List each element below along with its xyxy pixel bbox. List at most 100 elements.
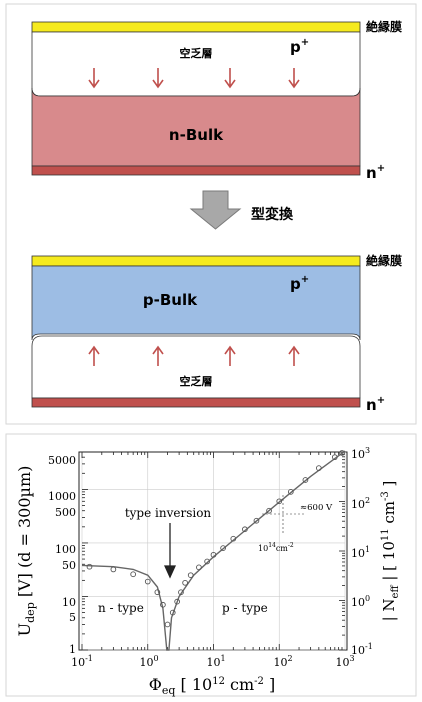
right-tick-base: 10 bbox=[351, 448, 365, 461]
bottom-depletion-label: 空乏層 bbox=[180, 374, 213, 388]
data-point bbox=[164, 621, 171, 628]
top-arrow-1 bbox=[88, 68, 100, 89]
x-axis-title-sub: eq bbox=[162, 684, 176, 697]
x-tick-label-1e0: 100 bbox=[139, 654, 158, 669]
x-tick-exp: -1 bbox=[85, 654, 93, 663]
plot-gridlines bbox=[81, 452, 346, 651]
data-point bbox=[315, 465, 322, 471]
top-p-plus-sup: + bbox=[301, 37, 309, 48]
left-tick-label-1: 1 bbox=[69, 643, 76, 656]
top-p-plus-label: p+ bbox=[290, 37, 309, 56]
left-axis-title: Udep [V] (d = 300µm) bbox=[15, 466, 37, 637]
right-tick-label-1e-1: 10-1 bbox=[351, 642, 373, 657]
right-tick-label-1e3: 103 bbox=[351, 446, 370, 461]
data-point bbox=[144, 578, 151, 585]
bottom-p-plus-sup: + bbox=[301, 274, 309, 285]
annotation-voltage: ≈600 V bbox=[300, 503, 333, 513]
top-p-plus-text: p bbox=[290, 38, 301, 56]
type-inversion-arrow-icon bbox=[163, 523, 177, 579]
left-tick-label-100: 100 bbox=[55, 543, 76, 556]
conversion-indicator: 型変換 bbox=[189, 190, 294, 230]
right-tick-base: 10 bbox=[351, 498, 365, 511]
x-axis-title-unit-exp: -2 bbox=[254, 676, 264, 687]
data-point bbox=[210, 551, 217, 558]
right-tick-exp: 1 bbox=[365, 545, 370, 554]
data-point bbox=[287, 489, 294, 495]
conversion-label: 型変換 bbox=[251, 206, 294, 223]
data-point bbox=[154, 589, 161, 596]
top-depletion-arrows bbox=[88, 68, 300, 89]
x-tick-exp: 1 bbox=[220, 654, 225, 663]
x-tick-exp: 0 bbox=[153, 654, 158, 663]
x-tick-base: 10 bbox=[71, 656, 85, 669]
left-axis-title-main: U bbox=[15, 623, 34, 636]
right-axis-title-main: | N bbox=[380, 598, 398, 621]
right-axis-title-unit-exp: -3 bbox=[380, 491, 391, 501]
annotation-fluence-unit-exp: -2 bbox=[288, 542, 294, 549]
right-axis-title-unit: cm bbox=[380, 501, 398, 528]
data-point bbox=[266, 507, 272, 514]
x-tick-base: 10 bbox=[139, 656, 153, 669]
x-axis-title: Φeq [ 1012 cm-2 ] bbox=[149, 675, 276, 697]
fit-curve bbox=[81, 450, 346, 651]
right-tick-exp: -1 bbox=[365, 642, 373, 651]
x-axis-title-rest: [ 10 bbox=[175, 675, 212, 694]
data-point bbox=[302, 477, 309, 483]
top-insulator-layer bbox=[31, 21, 361, 33]
data-point bbox=[220, 545, 226, 551]
conversion-arrow-icon bbox=[189, 190, 242, 230]
left-tick-label-500: 500 bbox=[55, 506, 76, 519]
right-tick-base: 10 bbox=[351, 547, 365, 560]
p-type-label: p - type bbox=[222, 601, 268, 615]
right-axis-title-rest: | [ 10 bbox=[380, 541, 398, 585]
top-arrow-2 bbox=[152, 68, 164, 89]
data-point bbox=[230, 535, 237, 542]
annotation-fluence: 1014cm-2 bbox=[258, 542, 294, 553]
left-tick-label-5000: 5000 bbox=[48, 454, 76, 467]
x-tick-label-1e3: 103 bbox=[335, 654, 354, 669]
right-axis-title-exp: 11 bbox=[380, 528, 391, 541]
annotation-fluence-exp: 14 bbox=[268, 542, 276, 549]
data-point bbox=[187, 572, 194, 579]
data-point bbox=[331, 454, 338, 461]
data-point bbox=[204, 558, 210, 565]
top-n-plus-layer bbox=[31, 165, 361, 176]
type-inversion-label: type inversion bbox=[125, 506, 212, 520]
x-tick-exp: 2 bbox=[287, 654, 292, 663]
top-insulator-label: 絶縁膜 bbox=[366, 19, 402, 34]
right-tick-exp: 0 bbox=[365, 594, 370, 603]
top-arrow-3 bbox=[224, 68, 236, 89]
right-axis-title-sub: eff bbox=[390, 585, 401, 599]
top-n-plus-sup: + bbox=[377, 163, 385, 174]
data-point bbox=[339, 450, 345, 456]
right-tick-label-1e0: 100 bbox=[351, 594, 370, 609]
bottom-depletion-region bbox=[31, 335, 361, 399]
bottom-n-plus-sup: + bbox=[377, 395, 385, 406]
x-axis-title-unit: cm bbox=[225, 675, 254, 694]
data-point bbox=[242, 526, 248, 533]
annotation-fluence-unit: cm bbox=[276, 544, 288, 553]
right-tick-label-1e2: 102 bbox=[351, 496, 370, 511]
top-n-bulk-region bbox=[31, 87, 361, 167]
right-axis-title: | Neff | [ 1011 cm-3 ] bbox=[380, 481, 401, 622]
bottom-arrow-1 bbox=[88, 345, 100, 366]
top-panel: 絶縁膜 p+ 空乏層 n-Bulk n+ bbox=[31, 19, 402, 182]
x-tick-labels: 10-1 100 101 102 103 bbox=[71, 654, 354, 669]
bottom-insulator-layer bbox=[31, 255, 361, 267]
top-arrow-4 bbox=[288, 68, 300, 89]
x-tick-base: 10 bbox=[206, 656, 220, 669]
data-point bbox=[182, 579, 188, 586]
data-point bbox=[160, 601, 166, 608]
bottom-insulator-label: 絶縁膜 bbox=[366, 253, 402, 268]
n-type-label: n - type bbox=[98, 601, 144, 615]
right-tick-labels: 103 102 101 100 10-1 bbox=[351, 446, 373, 657]
right-tick-label-1e1: 101 bbox=[351, 545, 370, 560]
left-tick-label-5: 5 bbox=[69, 611, 76, 624]
top-n-plus-label: n+ bbox=[366, 163, 385, 182]
left-tick-labels: 5000 1000 500 100 50 10 5 1 bbox=[48, 454, 76, 656]
data-point bbox=[196, 564, 202, 571]
data-point bbox=[86, 563, 93, 570]
data-point bbox=[178, 589, 184, 596]
bottom-depletion-arrows bbox=[88, 345, 300, 366]
measured-points bbox=[86, 450, 345, 628]
